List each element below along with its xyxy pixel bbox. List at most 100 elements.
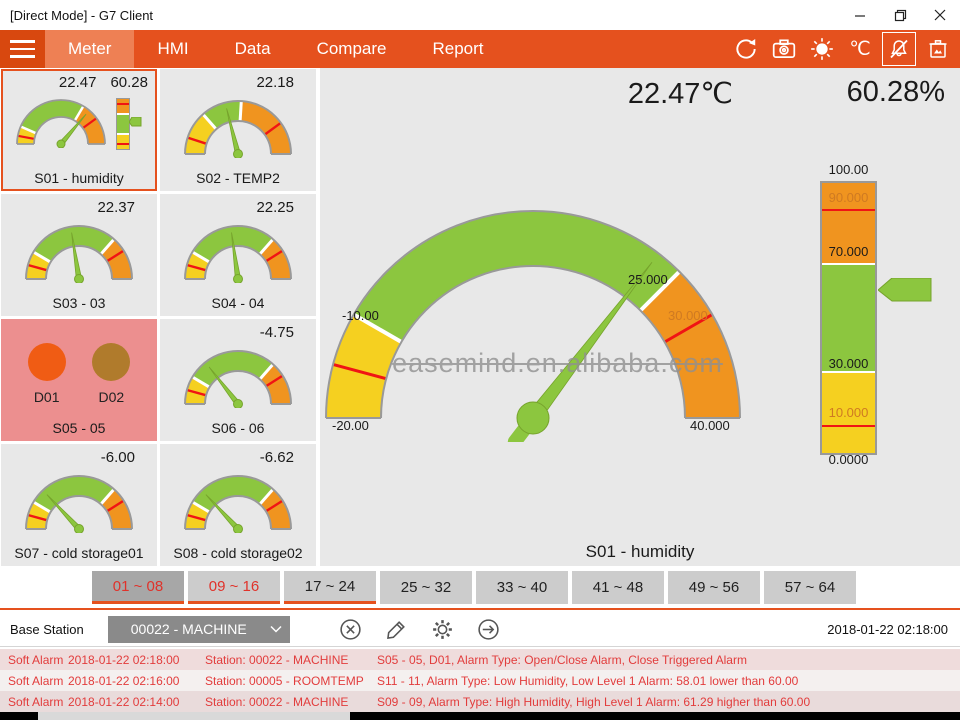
- tile-s05[interactable]: D01 D02 S05 - 05: [1, 319, 157, 441]
- maximize-button[interactable]: [880, 0, 920, 30]
- tile-label: S08 - cold storage02: [173, 545, 303, 561]
- minimize-button[interactable]: [840, 0, 880, 30]
- clear-images-icon: [929, 40, 947, 58]
- tile-values: -4.75: [259, 324, 294, 341]
- tile-gauge-and-bar: [1, 96, 157, 152]
- tile-gauge: [160, 346, 316, 408]
- alarm-time: 2018-01-22 02:18:00: [68, 652, 180, 667]
- alarm-station: Station: 00022 - MACHINE: [205, 694, 349, 709]
- tile-label: S07 - cold storage01: [14, 545, 144, 561]
- alarm-time: 2018-01-22 02:14:00: [68, 694, 180, 709]
- tile-values: 22.37: [97, 199, 135, 216]
- sync-button[interactable]: [730, 33, 762, 65]
- settings-button[interactable]: [430, 616, 456, 642]
- station-bar: Base Station 00022 - MACHINE: [0, 612, 960, 647]
- tab-09-16[interactable]: 09 ~ 16: [188, 571, 280, 604]
- tab-41-48[interactable]: 41 ~ 48: [572, 571, 664, 604]
- alarm-row[interactable]: Soft Alarm 2018-01-22 02:18:00 Station: 00…: [0, 649, 960, 670]
- hamburger-icon: [10, 40, 35, 43]
- hamburger-menu-button[interactable]: [0, 30, 45, 68]
- humidity-reading: 60.28%: [846, 76, 945, 108]
- tile-s02[interactable]: 22.18 S02 - TEMP2: [160, 69, 316, 191]
- humidity-bar-pointer: [877, 277, 932, 307]
- cancel-icon: [340, 618, 361, 640]
- tile-label: S06 - 06: [211, 420, 265, 436]
- base-station-dropdown[interactable]: 00022 - MACHINE: [107, 615, 290, 643]
- tile-s03[interactable]: 22.37 S03 - 03: [1, 194, 157, 316]
- alarm-row[interactable]: Soft Alarm 2018-01-22 02:14:00 Station: 00…: [0, 691, 960, 712]
- tile-values: 22.25: [256, 199, 294, 216]
- main-gauge: [324, 202, 764, 449]
- main-navbar: Meter HMI Data Compare Report: [0, 30, 960, 68]
- tab-25-32[interactable]: 25 ~ 32: [380, 571, 472, 604]
- settings-icon: [433, 619, 453, 639]
- base-station-label: Base Station: [10, 621, 84, 637]
- go-button[interactable]: [476, 616, 502, 642]
- level-bar: [820, 181, 877, 455]
- watermark: easemind.en.alibaba.com: [392, 348, 723, 378]
- alarm-severity: Soft Alarm: [8, 694, 64, 709]
- meter-range-tabs: 01 ~ 08 09 ~ 16 17 ~ 24 25 ~ 32 33 ~ 40 41 ~ …: [92, 571, 856, 604]
- menu-item-meter[interactable]: Meter: [45, 30, 135, 68]
- tile-s06[interactable]: -4.75 S06 - 06: [160, 319, 316, 441]
- alarm-station: Station: 00022 - MACHINE: [205, 652, 349, 667]
- bar-scale-label: 70.000: [828, 244, 869, 259]
- tab-57-64[interactable]: 57 ~ 64: [764, 571, 856, 604]
- base-station-value: 00022 - MACHINE: [130, 621, 247, 637]
- alarm-detail: S05 - 05, D01, Alarm Type: Open/Close Al…: [377, 652, 747, 667]
- tab-17-24[interactable]: 17 ~ 24: [284, 571, 376, 604]
- alarm-mute-button[interactable]: [882, 32, 916, 66]
- gauge-scale-label: 40.000: [690, 418, 730, 433]
- tile-gauge: [160, 471, 316, 533]
- tile-gauge: [1, 221, 157, 283]
- alarm-mute-icon: [890, 39, 908, 59]
- alarm-time: 2018-01-22 02:16:00: [68, 673, 180, 688]
- tab-33-40[interactable]: 33 ~ 40: [476, 571, 568, 604]
- station-actions: [338, 616, 502, 642]
- temperature-reading: 22.47℃: [627, 78, 733, 110]
- tile-s01[interactable]: 22.47 60.28 S01 - humidity: [1, 69, 157, 191]
- alarm-severity: Soft Alarm: [8, 652, 64, 667]
- edit-button[interactable]: [384, 616, 410, 642]
- alarm-severity: Soft Alarm: [8, 673, 64, 688]
- sync-icon: [736, 39, 756, 59]
- clear-images-button[interactable]: [922, 33, 954, 65]
- tab-49-56[interactable]: 49 ~ 56: [668, 571, 760, 604]
- humidity-bar: [820, 181, 877, 455]
- tile-s08[interactable]: -6.62 S08 - cold storage02: [160, 444, 316, 566]
- menu-items: Meter HMI Data Compare Report: [45, 30, 507, 68]
- menu-item-hmi[interactable]: HMI: [157, 39, 189, 58]
- digital-d01: D01: [27, 343, 66, 405]
- cancel-button[interactable]: [338, 616, 364, 642]
- tile-s04[interactable]: 22.25 S04 - 04: [160, 194, 316, 316]
- brightness-button[interactable]: [806, 33, 838, 65]
- alarm-detail: S11 - 11, Alarm Type: Low Humidity, Low …: [377, 673, 799, 688]
- bottom-strip: [0, 712, 960, 720]
- status-dot: [27, 343, 66, 381]
- status-dot: [92, 343, 131, 381]
- titlebar: [Direct Mode] - G7 Client: [0, 0, 960, 30]
- close-button[interactable]: [920, 0, 960, 30]
- unit-toggle-button[interactable]: ℃: [844, 33, 876, 65]
- alarm-row[interactable]: Soft Alarm 2018-01-22 02:16:00 Station: 00…: [0, 670, 960, 691]
- gauge-scale-label: -20.00: [332, 418, 369, 433]
- restore-icon: [894, 9, 906, 21]
- tile-label: S04 - 04: [211, 295, 265, 311]
- menu-item-data[interactable]: Data: [234, 39, 271, 58]
- tile-label: S02 - TEMP2: [196, 170, 280, 186]
- tile-values: 22.18: [256, 74, 294, 91]
- main-meter-panel: 22.47℃ 60.28% -10.00 25.000 30.000 -20.00 40…: [320, 68, 960, 566]
- menu-item-report[interactable]: Report: [432, 39, 484, 58]
- gauge-scale-label: 30.000: [668, 308, 708, 323]
- bar-scale-label: 10.000: [828, 405, 869, 420]
- accent-divider: [0, 608, 960, 610]
- tile-values: -6.62: [259, 449, 294, 466]
- tile-s07[interactable]: -6.00 S07 - cold storage01: [1, 444, 157, 566]
- tab-01-08[interactable]: 01 ~ 08: [92, 571, 184, 604]
- tile-label: S03 - 03: [52, 295, 106, 311]
- navbar-icons: ℃: [730, 30, 960, 68]
- menu-item-compare[interactable]: Compare: [316, 39, 387, 58]
- screenshot-button[interactable]: [768, 33, 800, 65]
- bar-scale-label: 100.00: [828, 162, 869, 177]
